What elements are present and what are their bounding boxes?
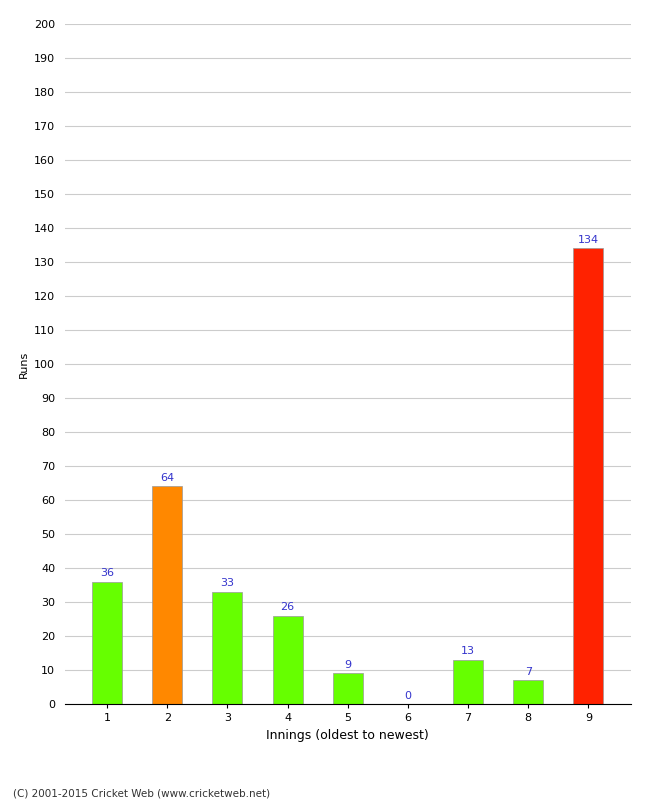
X-axis label: Innings (oldest to newest): Innings (oldest to newest) (266, 729, 429, 742)
Bar (272, 616, 303, 704)
Bar (514, 680, 543, 704)
Bar (152, 486, 182, 704)
Bar (213, 592, 242, 704)
Bar (573, 249, 603, 704)
Text: 33: 33 (220, 578, 235, 589)
Text: 13: 13 (461, 646, 475, 656)
Bar (333, 674, 363, 704)
Text: 64: 64 (160, 473, 174, 483)
Bar (453, 660, 483, 704)
Text: 26: 26 (281, 602, 294, 612)
Text: 0: 0 (404, 690, 411, 701)
Text: 9: 9 (344, 660, 351, 670)
Text: 36: 36 (100, 568, 114, 578)
Text: 7: 7 (525, 667, 532, 677)
Bar (92, 582, 122, 704)
Text: (C) 2001-2015 Cricket Web (www.cricketweb.net): (C) 2001-2015 Cricket Web (www.cricketwe… (13, 788, 270, 798)
Text: 134: 134 (578, 235, 599, 245)
Y-axis label: Runs: Runs (19, 350, 29, 378)
